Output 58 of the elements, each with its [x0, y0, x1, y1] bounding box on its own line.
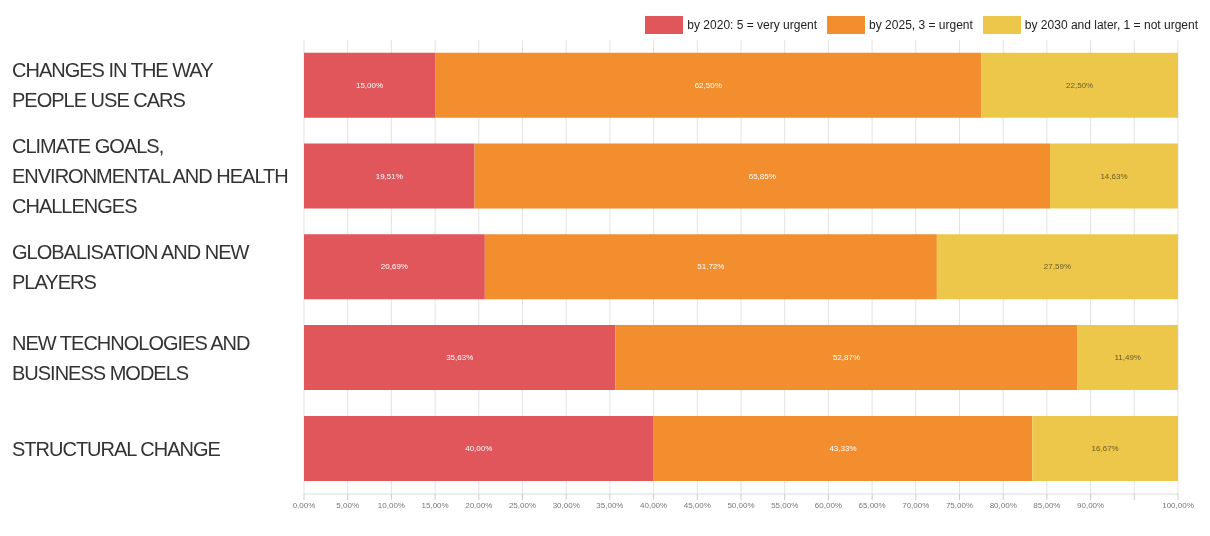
bar: [615, 325, 1078, 391]
y-tick-label: STRUCTURAL CHANGE: [12, 437, 221, 460]
bar: [304, 52, 436, 118]
x-tick-label: 20,00%: [465, 500, 493, 510]
x-tick-label: 55,00%: [771, 500, 799, 510]
data-label: 15,00%: [355, 80, 384, 90]
data-label: 16,67%: [1091, 443, 1119, 453]
x-tick-label: 70,00%: [902, 500, 930, 510]
x-tick-label: 50,00%: [727, 500, 755, 510]
data-label: 51,72%: [697, 262, 725, 272]
bar: [484, 234, 937, 300]
bar: [304, 415, 654, 481]
x-tick-label: 10,00%: [377, 500, 405, 510]
bar: [1032, 415, 1178, 481]
x-tick-label: 100,00%: [1162, 500, 1194, 510]
x-tick-label: 25,00%: [508, 500, 537, 510]
bar: [435, 52, 982, 118]
data-label: 14,63%: [1100, 171, 1128, 181]
data-label: 27,59%: [1043, 262, 1071, 272]
y-tick-label: CHANGES IN THE WAY PEOPLE USE CARS: [12, 59, 214, 112]
bar: [304, 143, 475, 209]
bar: [304, 234, 485, 300]
bar: [474, 143, 1051, 209]
x-tick-label: 65,00%: [858, 500, 886, 510]
data-label: 35,63%: [446, 353, 474, 363]
bar: [981, 52, 1178, 118]
data-label: 65,85%: [748, 171, 776, 181]
y-tick-label: GLOBALISATION AND NEW PLAYERS: [12, 241, 250, 293]
bar: [653, 415, 1033, 481]
y-tick-label: CLIMATE GOALS, ENVIRONMENTAL AND HEALTH CHALLENGES: [12, 135, 288, 218]
x-tick-label: 15,00%: [421, 500, 449, 510]
y-tick-label: NEW TECHNOLOGIES AND BUSINESS MODELS: [12, 331, 251, 384]
bar: [1050, 143, 1178, 209]
x-tick-label: 0,00%: [292, 500, 316, 510]
x-tick-label: 85,00%: [1033, 500, 1061, 510]
x-tick-label: 90,00%: [1077, 500, 1105, 510]
x-tick-label: 80,00%: [989, 500, 1017, 510]
x-tick-label: 30,00%: [552, 500, 580, 510]
data-label: 43,33%: [829, 443, 857, 453]
x-tick-label: 35,00%: [596, 500, 624, 510]
data-label: 62,50%: [694, 80, 722, 90]
x-tick-label: 75,00%: [945, 500, 974, 510]
data-label: 52,87%: [832, 353, 861, 363]
data-label: 19,51%: [375, 171, 403, 181]
bar: [1077, 325, 1178, 391]
data-label: 22,50%: [1066, 80, 1094, 90]
legend-label: by 2025, 3 = urgent: [869, 18, 973, 32]
legend-label: by 2020: 5 = very urgent: [687, 18, 818, 32]
x-tick-label: 40,00%: [640, 500, 668, 510]
x-tick-label: 60,00%: [814, 500, 842, 510]
bar: [304, 325, 616, 391]
bar: [936, 234, 1178, 300]
x-tick-label: 5,00%: [336, 500, 360, 510]
x-tick-label: 45,00%: [683, 500, 711, 510]
legend-label: by 2030 and later, 1 = not urgent: [1024, 18, 1198, 32]
data-label: 20,69%: [380, 262, 408, 272]
data-label: 11,49%: [1114, 353, 1141, 363]
data-label: 40,00%: [465, 443, 493, 453]
